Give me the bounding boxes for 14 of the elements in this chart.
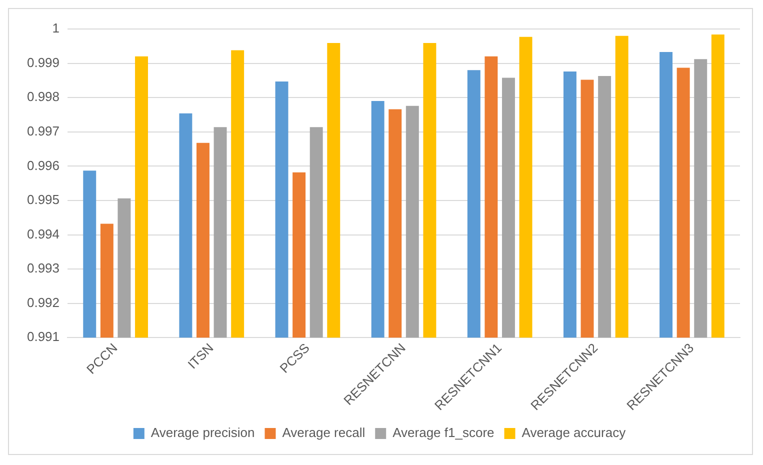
y-tick-label: 0.992 (26, 294, 60, 310)
y-tick-label: 0.997 (26, 123, 60, 138)
y-tick-label: 0.999 (26, 54, 60, 70)
y-tick-label: 1 (52, 20, 60, 36)
y-tick-label: 0.994 (26, 226, 60, 242)
y-tick-label: 0.993 (26, 260, 60, 276)
y-tick-label: 0.991 (26, 329, 60, 344)
y-tick-label: 0.996 (26, 158, 60, 173)
y-tick-label: 0.995 (26, 192, 60, 208)
legend-label: Average accuracy (522, 425, 626, 440)
legend-label: Average recall (282, 425, 366, 440)
legend-label: Average precision (150, 425, 255, 440)
legend-label: Average f1_score (392, 425, 494, 440)
y-tick-label: 0.998 (26, 89, 60, 104)
